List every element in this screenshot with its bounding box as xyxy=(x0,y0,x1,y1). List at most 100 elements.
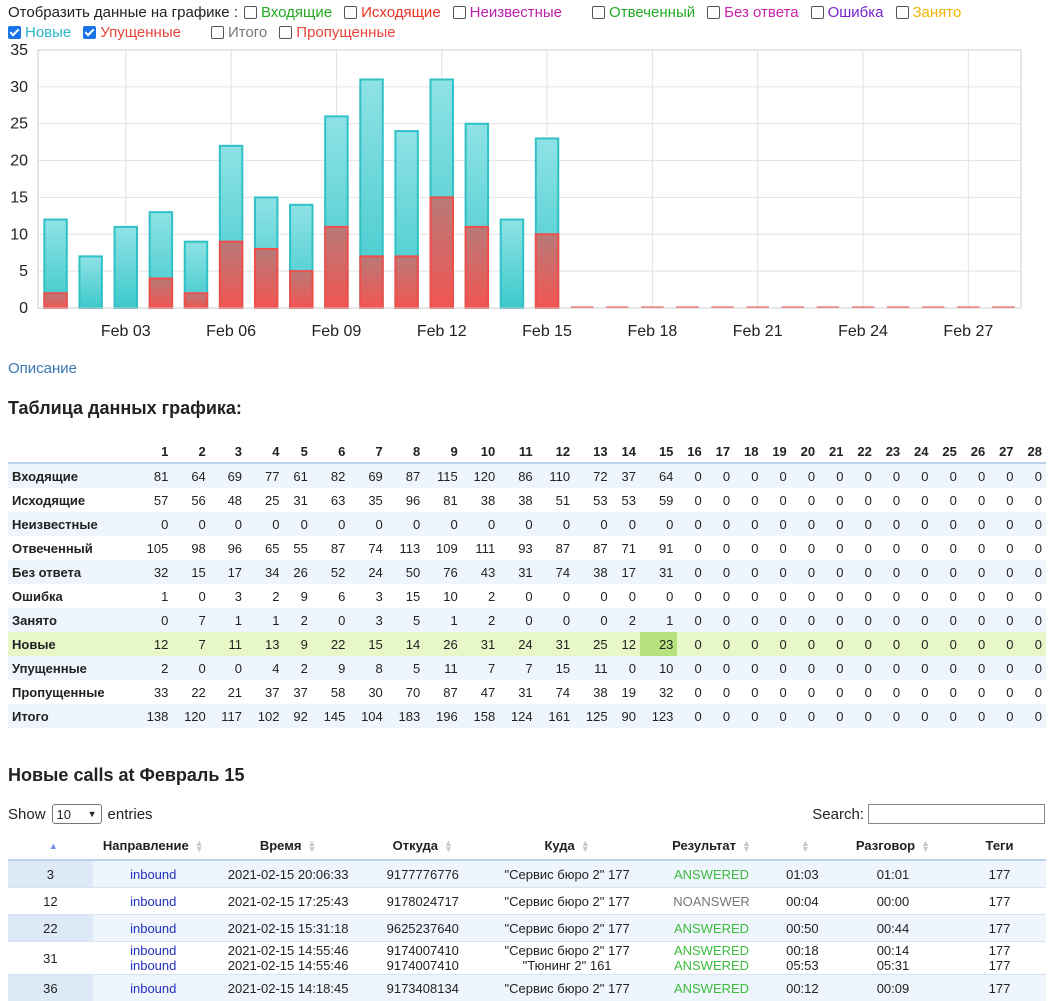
table-cell: 61 xyxy=(284,463,312,488)
table-cell: 138 xyxy=(135,704,172,728)
y-tick-label: 10 xyxy=(10,226,28,243)
table-cell: 0 xyxy=(819,488,847,512)
toggle-answered[interactable]: Отвеченный xyxy=(592,4,695,21)
table-cell: 0 xyxy=(819,632,847,656)
call-dir[interactable]: inbound xyxy=(94,958,213,973)
checkbox-checked[interactable] xyxy=(8,26,21,39)
column-header[interactable]: Время▲▼ xyxy=(214,831,363,860)
checkbox[interactable] xyxy=(244,6,257,19)
checkbox[interactable] xyxy=(344,6,357,19)
table-cell: 0 xyxy=(349,512,386,536)
column-header[interactable]: Теги xyxy=(953,831,1046,860)
call-result-cell: NOANSWER xyxy=(651,888,772,915)
table-cell: 0 xyxy=(961,608,989,632)
call-time-cell: 2021-02-15 14:18:45 xyxy=(214,975,363,1001)
checkbox[interactable] xyxy=(896,6,909,19)
toggle-label: Ошибка xyxy=(828,4,884,21)
column-header[interactable]: Разговор▲▼ xyxy=(833,831,953,860)
call-dur: 00:18 xyxy=(773,943,832,958)
call-dir[interactable]: inbound xyxy=(94,943,213,958)
row-label: Входящие xyxy=(8,463,135,488)
toggle-label: Итого xyxy=(228,24,267,41)
call-result: ANSWERED xyxy=(652,958,771,973)
x-tick-label: Feb 15 xyxy=(522,323,572,340)
row-label: Занято xyxy=(8,608,135,632)
call-result: NOANSWER xyxy=(652,894,771,909)
table-cell: 0 xyxy=(135,512,172,536)
toggle-incoming[interactable]: Входящие xyxy=(244,4,332,21)
corner-header xyxy=(8,440,135,463)
checkbox-checked[interactable] xyxy=(83,26,96,39)
call-dir[interactable]: inbound xyxy=(94,921,213,936)
column-header-label: Разговор xyxy=(856,838,915,853)
toggle-no-answer[interactable]: Без ответа xyxy=(707,4,798,21)
column-header[interactable]: ▲ xyxy=(8,831,93,860)
table-cell: 11 xyxy=(424,656,461,680)
call-from: 9174007410 xyxy=(364,943,482,958)
call-dir[interactable]: inbound xyxy=(94,981,213,996)
table-cell: 0 xyxy=(706,584,734,608)
call-dir[interactable]: inbound xyxy=(94,867,213,882)
table-cell: 0 xyxy=(791,463,819,488)
table-cell: 0 xyxy=(989,608,1017,632)
table-cell: 87 xyxy=(537,536,574,560)
column-header[interactable]: ▲▼ xyxy=(772,831,833,860)
table-cell: 0 xyxy=(847,512,875,536)
x-tick-label: Feb 09 xyxy=(312,323,362,340)
table-cell: 0 xyxy=(762,680,790,704)
checkbox[interactable] xyxy=(453,6,466,19)
call-from-cell: 9173408134 xyxy=(363,975,483,1001)
call-result: ANSWERED xyxy=(652,981,771,996)
table-cell: 0 xyxy=(933,536,961,560)
checkbox[interactable] xyxy=(279,26,292,39)
call-tags-cell: 177 xyxy=(953,860,1046,888)
table-cell: 0 xyxy=(961,463,989,488)
checkbox[interactable] xyxy=(811,6,824,19)
bar-new xyxy=(115,227,137,308)
table-cell: 0 xyxy=(847,656,875,680)
table-cell: 0 xyxy=(904,632,932,656)
call-dir[interactable]: inbound xyxy=(94,894,213,909)
table-cell: 145 xyxy=(312,704,349,728)
y-tick-label: 25 xyxy=(10,116,28,133)
table-cell: 0 xyxy=(961,632,989,656)
call-talk-cell: 00:00 xyxy=(833,888,953,915)
table-cell: 30 xyxy=(349,680,386,704)
table-cell: 0 xyxy=(819,536,847,560)
search-label: Search: xyxy=(812,806,864,823)
toggle-busy[interactable]: Занято xyxy=(896,4,962,21)
toggle-label: Без ответа xyxy=(724,4,798,21)
column-header[interactable]: Результат▲▼ xyxy=(651,831,772,860)
table-cell: 10 xyxy=(424,584,461,608)
column-header[interactable]: Направление▲▼ xyxy=(93,831,214,860)
checkbox[interactable] xyxy=(592,6,605,19)
toggle-missed[interactable]: Пропущенные xyxy=(279,24,395,41)
x-tick-label: Feb 24 xyxy=(838,323,888,340)
checkbox[interactable] xyxy=(707,6,720,19)
toggle-new[interactable]: Новые xyxy=(8,24,71,41)
toggle-outgoing[interactable]: Исходящие xyxy=(344,4,441,21)
toggle-unknown[interactable]: Неизвестные xyxy=(453,4,562,21)
table-cell: 0 xyxy=(791,488,819,512)
column-header[interactable]: Куда▲▼ xyxy=(483,831,651,860)
table-cell: 87 xyxy=(387,463,424,488)
toggle-error[interactable]: Ошибка xyxy=(811,4,884,21)
table-cell: 0 xyxy=(734,632,762,656)
toggle-total[interactable]: Итого xyxy=(211,24,267,41)
column-header[interactable]: Откуда▲▼ xyxy=(363,831,483,860)
bar-lost xyxy=(220,242,242,308)
description-link[interactable]: Описание xyxy=(8,360,77,377)
toggle-missed-lost[interactable]: Упущенные xyxy=(83,24,181,41)
table-cell: 0 xyxy=(499,584,536,608)
page-length-select[interactable]: 10▼ xyxy=(52,804,102,824)
search-input[interactable] xyxy=(868,804,1045,824)
checkbox[interactable] xyxy=(211,26,224,39)
y-tick-label: 0 xyxy=(19,300,28,317)
